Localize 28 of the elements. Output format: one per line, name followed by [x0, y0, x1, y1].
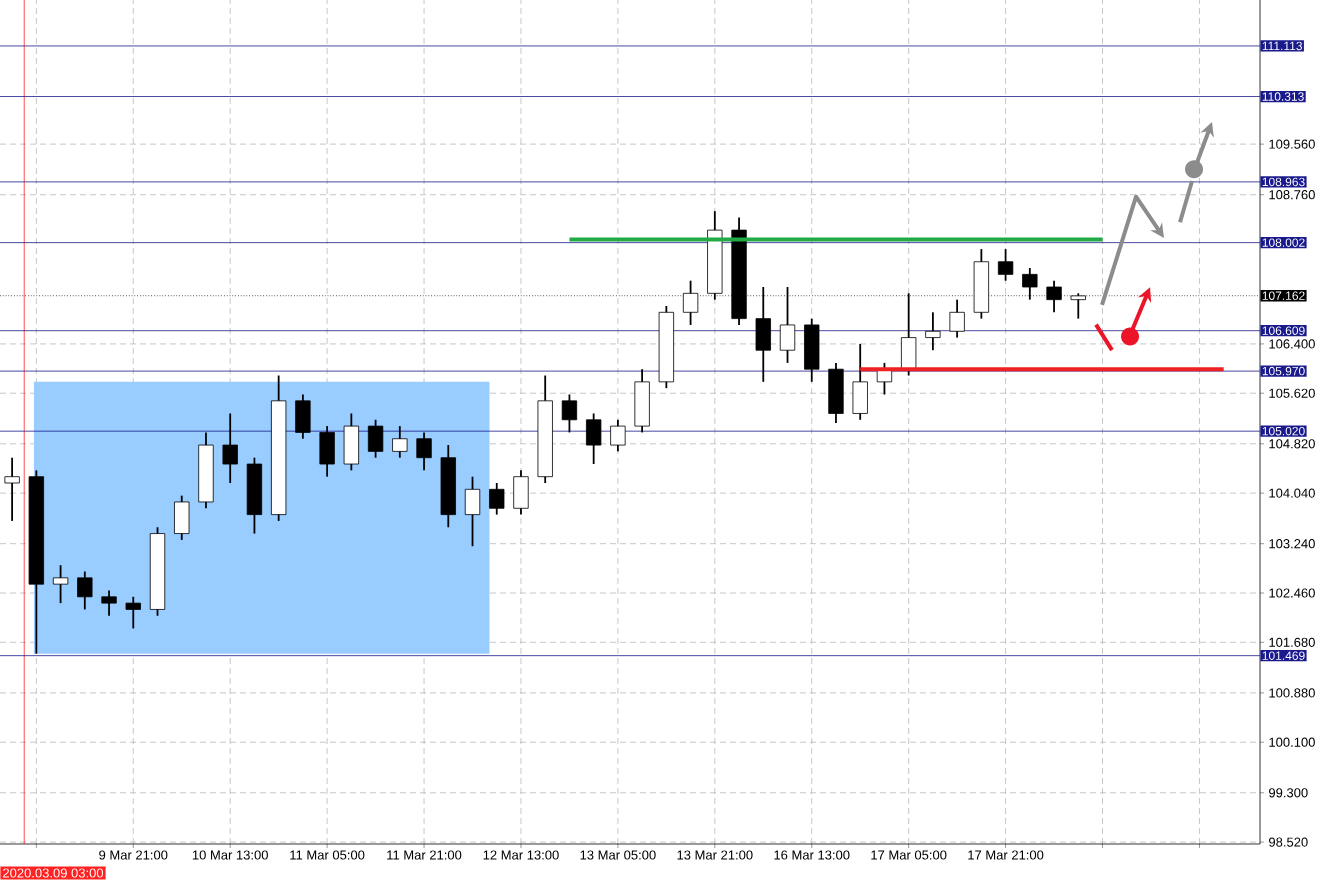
candlestick: [319, 425, 335, 478]
candlestick: [416, 431, 432, 472]
candlestick: [997, 248, 1014, 282]
candlestick: [4, 456, 20, 522]
candlestick: [513, 469, 529, 516]
candlestick: [464, 475, 481, 548]
candlestick: [77, 570, 93, 611]
candlestick: [489, 482, 505, 516]
candlestick: [804, 317, 820, 383]
candlestick: [779, 286, 796, 364]
candlestick: [828, 361, 844, 424]
candlestick: [174, 494, 190, 541]
candlestick: [585, 412, 602, 465]
candlestick: [610, 418, 626, 453]
candlestick: [634, 368, 650, 434]
candlestick: [949, 298, 965, 339]
candlestick: [343, 412, 360, 472]
candlestick: [125, 595, 141, 630]
candlestick: [367, 418, 384, 459]
candlestick: [852, 343, 868, 421]
candlestick: [101, 589, 117, 617]
candlestick: [561, 393, 578, 434]
candlestick: [1022, 267, 1038, 301]
candlestick: [52, 564, 69, 605]
candlestick: [295, 393, 311, 440]
candlestick: [925, 311, 941, 352]
candlestick: [222, 412, 238, 484]
candlestick: [392, 425, 408, 459]
